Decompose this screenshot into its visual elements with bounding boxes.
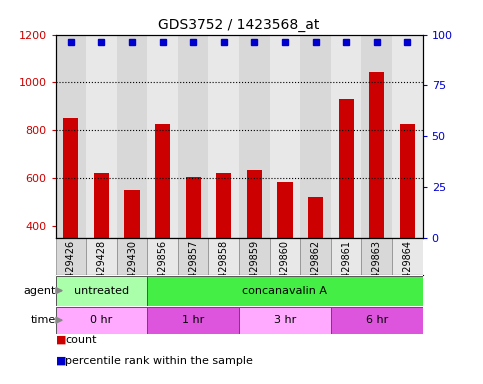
Title: GDS3752 / 1423568_at: GDS3752 / 1423568_at bbox=[158, 18, 320, 32]
Bar bbox=[117, 35, 147, 238]
Bar bbox=[56, 238, 86, 275]
Text: GSM429863: GSM429863 bbox=[372, 240, 382, 299]
Bar bbox=[270, 238, 300, 275]
Bar bbox=[125, 190, 140, 238]
Bar bbox=[247, 170, 262, 238]
Text: 6 hr: 6 hr bbox=[366, 315, 388, 325]
Text: 1 hr: 1 hr bbox=[182, 315, 204, 325]
Bar bbox=[56, 35, 86, 238]
Bar bbox=[331, 35, 361, 238]
Bar bbox=[94, 173, 109, 238]
Bar bbox=[86, 238, 117, 275]
Bar bbox=[239, 35, 270, 238]
Text: GSM429426: GSM429426 bbox=[66, 240, 76, 299]
Bar bbox=[361, 238, 392, 275]
Bar bbox=[86, 35, 117, 238]
Bar bbox=[209, 238, 239, 275]
Bar bbox=[369, 72, 384, 238]
Text: untreated: untreated bbox=[74, 286, 129, 296]
Text: ■: ■ bbox=[56, 335, 66, 345]
Text: concanavalin A: concanavalin A bbox=[242, 286, 327, 296]
Text: time: time bbox=[30, 315, 56, 325]
Bar bbox=[216, 173, 231, 238]
Bar bbox=[147, 238, 178, 275]
Bar bbox=[239, 238, 270, 275]
Bar bbox=[277, 182, 293, 238]
Bar bbox=[308, 197, 323, 238]
Bar bbox=[331, 307, 423, 334]
Text: GSM429858: GSM429858 bbox=[219, 240, 229, 299]
Text: 3 hr: 3 hr bbox=[274, 315, 296, 325]
Text: percentile rank within the sample: percentile rank within the sample bbox=[65, 356, 253, 366]
Bar bbox=[361, 35, 392, 238]
Text: GSM429430: GSM429430 bbox=[127, 240, 137, 299]
Bar bbox=[155, 124, 170, 238]
Bar bbox=[400, 124, 415, 238]
Bar bbox=[392, 35, 423, 238]
Text: GSM429864: GSM429864 bbox=[402, 240, 412, 299]
Bar bbox=[339, 99, 354, 238]
Bar bbox=[147, 307, 239, 334]
Bar bbox=[239, 307, 331, 334]
Bar bbox=[63, 118, 78, 238]
Text: GSM429856: GSM429856 bbox=[157, 240, 168, 299]
Text: 0 hr: 0 hr bbox=[90, 315, 113, 325]
Text: GSM429857: GSM429857 bbox=[188, 240, 198, 299]
Bar bbox=[147, 35, 178, 238]
Bar bbox=[178, 238, 209, 275]
Bar bbox=[300, 238, 331, 275]
Bar bbox=[270, 35, 300, 238]
Text: GSM429862: GSM429862 bbox=[311, 240, 321, 299]
Bar bbox=[331, 238, 361, 275]
Text: GSM429860: GSM429860 bbox=[280, 240, 290, 299]
Bar bbox=[117, 238, 147, 275]
Text: agent: agent bbox=[23, 286, 56, 296]
Bar bbox=[56, 307, 147, 334]
Text: ■: ■ bbox=[56, 356, 66, 366]
Bar bbox=[300, 35, 331, 238]
Bar bbox=[147, 276, 423, 306]
Text: GSM429428: GSM429428 bbox=[97, 240, 106, 299]
Text: GSM429861: GSM429861 bbox=[341, 240, 351, 299]
Bar bbox=[178, 35, 209, 238]
Bar bbox=[392, 238, 423, 275]
Text: count: count bbox=[65, 335, 97, 345]
Bar bbox=[56, 276, 147, 306]
Bar bbox=[209, 35, 239, 238]
Bar bbox=[185, 177, 201, 238]
Text: GSM429859: GSM429859 bbox=[249, 240, 259, 299]
